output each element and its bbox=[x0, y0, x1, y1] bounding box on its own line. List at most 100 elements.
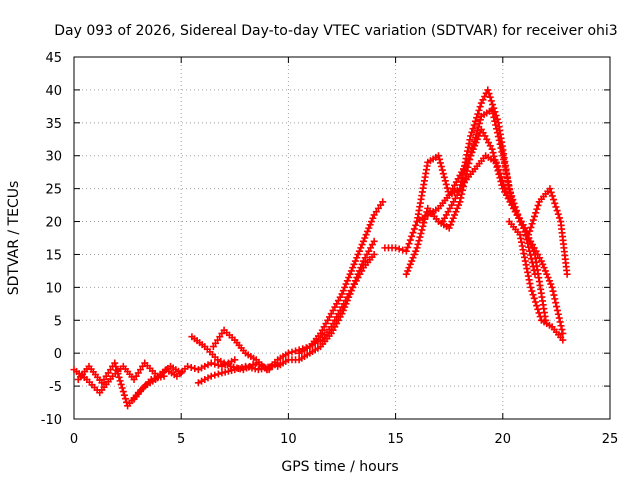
data-point bbox=[471, 142, 479, 150]
x-tick-label: 10 bbox=[280, 432, 297, 447]
data-point bbox=[475, 106, 483, 114]
data-point bbox=[548, 192, 556, 200]
data-point bbox=[254, 366, 262, 374]
data-point bbox=[191, 365, 199, 373]
data-point bbox=[470, 121, 478, 129]
data-point bbox=[534, 305, 542, 313]
data-point bbox=[357, 244, 365, 252]
data-point bbox=[455, 201, 463, 209]
data-point bbox=[214, 370, 222, 378]
data-point bbox=[341, 283, 349, 291]
data-point bbox=[408, 257, 416, 265]
data-point bbox=[456, 198, 464, 206]
data-point bbox=[496, 140, 504, 148]
y-tick-label: 5 bbox=[54, 314, 62, 329]
plot-frame bbox=[73, 56, 611, 420]
y-tick-label: 15 bbox=[45, 248, 62, 263]
data-point bbox=[528, 220, 536, 228]
x-tick-label: 0 bbox=[70, 432, 78, 447]
data-point bbox=[490, 113, 498, 121]
data-point bbox=[475, 132, 483, 140]
data-point bbox=[228, 366, 236, 374]
data-point bbox=[537, 257, 545, 265]
data-point bbox=[553, 303, 561, 311]
data-point bbox=[412, 247, 420, 255]
y-tick-label: -10 bbox=[41, 413, 62, 428]
data-point bbox=[547, 280, 555, 288]
data-point bbox=[476, 103, 484, 111]
y-tick-label: 20 bbox=[45, 216, 62, 231]
data-point bbox=[404, 243, 412, 251]
x-axis: 0 5 10 15 20 25 bbox=[70, 57, 618, 447]
data-point bbox=[440, 173, 448, 181]
data-point bbox=[494, 133, 502, 141]
series-arc-14 bbox=[505, 218, 567, 344]
data-point bbox=[552, 299, 560, 307]
data-point bbox=[449, 214, 457, 222]
data-point bbox=[531, 298, 539, 306]
data-point bbox=[495, 136, 503, 144]
data-point bbox=[409, 254, 417, 262]
data-point bbox=[406, 236, 414, 244]
data-point bbox=[358, 241, 366, 249]
x-tick-label: 20 bbox=[495, 432, 512, 447]
data-point bbox=[530, 294, 538, 302]
data-point bbox=[434, 152, 442, 160]
data-point bbox=[416, 233, 424, 241]
data-point bbox=[489, 109, 497, 117]
data-point bbox=[527, 223, 535, 231]
data-point bbox=[501, 184, 509, 192]
data-point bbox=[218, 369, 226, 377]
data-point bbox=[554, 310, 562, 318]
data-point bbox=[224, 367, 232, 375]
data-point bbox=[251, 365, 259, 373]
data-point bbox=[471, 117, 479, 125]
data-point bbox=[349, 264, 357, 272]
data-point bbox=[399, 246, 407, 254]
data-point bbox=[184, 362, 192, 370]
data-point bbox=[473, 135, 481, 143]
data-point bbox=[489, 149, 497, 157]
data-point bbox=[395, 245, 403, 253]
data-point bbox=[438, 166, 446, 174]
data-point bbox=[187, 363, 195, 371]
data-point bbox=[529, 263, 537, 271]
data-point bbox=[238, 363, 246, 371]
y-tick-label: 30 bbox=[45, 150, 62, 165]
data-point bbox=[361, 234, 369, 242]
data-point bbox=[563, 270, 571, 278]
data-point bbox=[227, 362, 235, 370]
data-point bbox=[476, 116, 484, 124]
data-point bbox=[527, 283, 535, 291]
data-point bbox=[343, 277, 351, 285]
data-point bbox=[342, 280, 350, 288]
data-point bbox=[370, 250, 378, 258]
data-point bbox=[402, 270, 410, 278]
y-tick-label: 35 bbox=[45, 117, 62, 132]
data-point bbox=[347, 267, 355, 275]
data-point bbox=[556, 318, 564, 326]
data-point bbox=[114, 370, 122, 378]
data-point bbox=[439, 170, 447, 178]
data-point bbox=[525, 231, 533, 239]
data-point bbox=[544, 273, 552, 281]
data-point bbox=[557, 322, 565, 330]
data-point bbox=[405, 264, 413, 272]
data-point bbox=[365, 224, 373, 232]
data-point bbox=[362, 231, 370, 239]
data-point bbox=[547, 188, 555, 196]
data-point bbox=[551, 295, 559, 303]
data-point bbox=[472, 139, 480, 147]
data-point bbox=[553, 306, 561, 314]
data-point bbox=[527, 255, 535, 263]
data-point bbox=[353, 254, 361, 262]
data-point bbox=[410, 250, 418, 258]
y-tick-label: 45 bbox=[45, 51, 62, 66]
data-point bbox=[555, 314, 563, 322]
data-point bbox=[406, 260, 414, 268]
data-point bbox=[530, 212, 538, 220]
data-point bbox=[351, 257, 359, 265]
data-point bbox=[533, 302, 541, 310]
data-point bbox=[117, 380, 125, 388]
